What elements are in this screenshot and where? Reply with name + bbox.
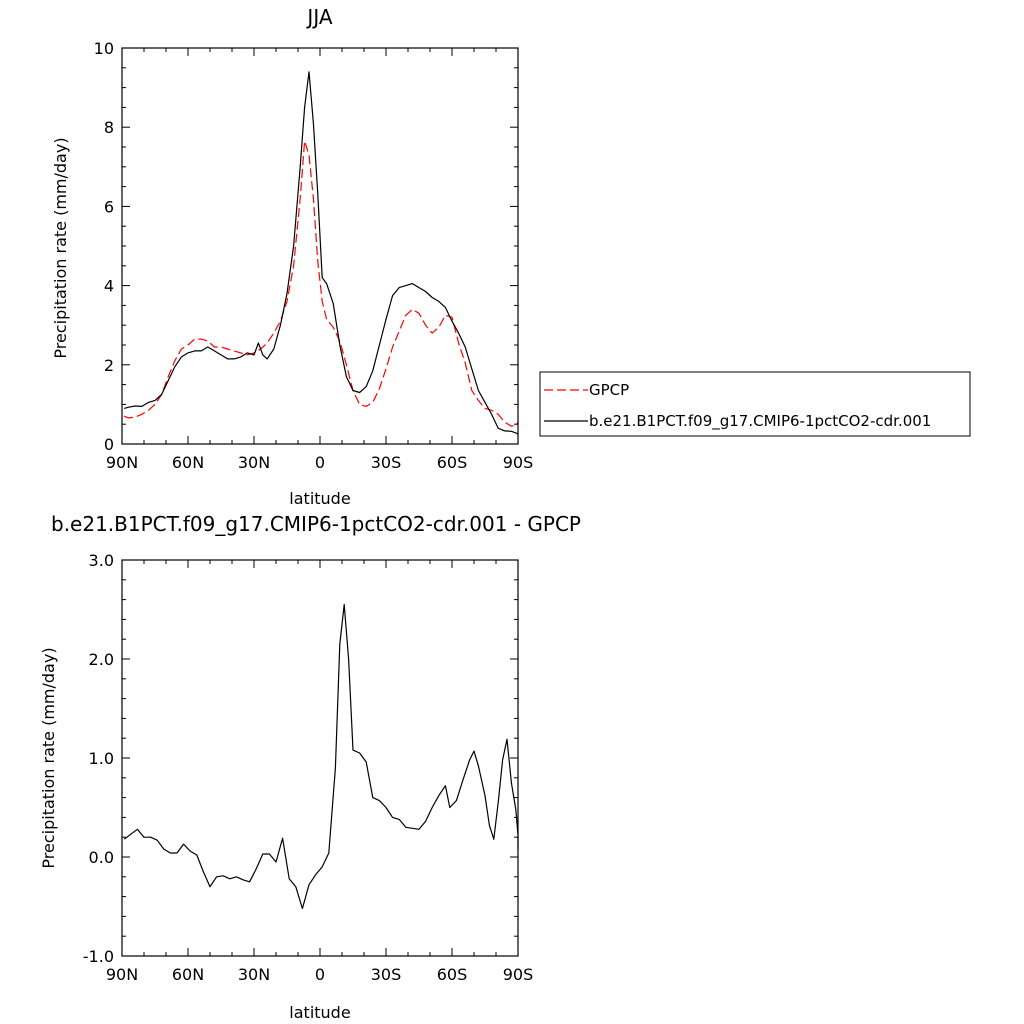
y-tick-label: 2 [104,356,114,375]
y-tick-label: 10 [94,39,114,58]
y-tick-label: 8 [104,118,114,137]
series-lines [123,603,519,910]
x-tick-label: 90S [503,453,534,472]
x-tick-label: 90N [106,965,138,984]
axis-ticks: 90N 60N 30N 0 30S 60S 90S 0 2 4 6 8 10 [94,39,534,472]
bottom-panel-difference: b.e21.B1PCT.f09_g17.CMIP6-1pctCO2-cdr.00… [39,512,581,1022]
x-tick-label: 30N [238,965,270,984]
plot-frame [121,47,519,445]
chart-title: JJA [305,5,332,29]
x-tick-label: 0 [315,965,325,984]
y-axis-label: Precipitation rate (mm/day) [51,137,70,358]
legend: GPCP b.e21.B1PCT.f09_g17.CMIP6-1pctCO2-c… [539,371,971,437]
x-tick-label: 90S [503,965,534,984]
y-tick-label: 2.0 [89,650,114,669]
x-tick-label: 60N [172,453,204,472]
x-axis-label: latitude [289,489,350,508]
chart-title: b.e21.B1PCT.f09_g17.CMIP6-1pctCO2-cdr.00… [51,512,581,536]
legend-label-model: b.e21.B1PCT.f09_g17.CMIP6-1pctCO2-cdr.00… [589,412,931,431]
series-lines [123,71,519,435]
axis-ticks: 90N 60N 30N 0 30S 60S 90S -1.0 0.0 1.0 2.0 3.0 [83,551,533,984]
y-tick-label: 1.0 [89,749,114,768]
series-line-0 [123,603,519,910]
x-tick-label: 60S [437,453,468,472]
y-tick-label: 6 [104,197,114,216]
x-tick-label: 30S [371,453,402,472]
x-tick-label: 90N [106,453,138,472]
series-line-0 [123,140,519,427]
series-line-1 [124,71,519,435]
legend-box [539,371,971,437]
x-tick-label: 60N [172,965,204,984]
y-tick-label: 0.0 [89,848,114,867]
x-tick-label: 0 [315,453,325,472]
legend-label-gpcp: GPCP [589,381,629,399]
y-tick-label: 0 [104,435,114,454]
y-axis-label: Precipitation rate (mm/day) [39,647,58,868]
x-axis-label: latitude [289,1003,350,1022]
x-tick-label: 60S [437,965,468,984]
plot-frame [121,559,519,957]
y-tick-label: 4 [104,277,114,296]
y-tick-label: 3.0 [89,551,114,570]
top-panel-jja: JJA Precipitation rate (mm/day) latitude… [51,5,971,508]
x-tick-label: 30S [371,965,402,984]
y-tick-label: -1.0 [83,947,114,966]
x-tick-label: 30N [238,453,270,472]
